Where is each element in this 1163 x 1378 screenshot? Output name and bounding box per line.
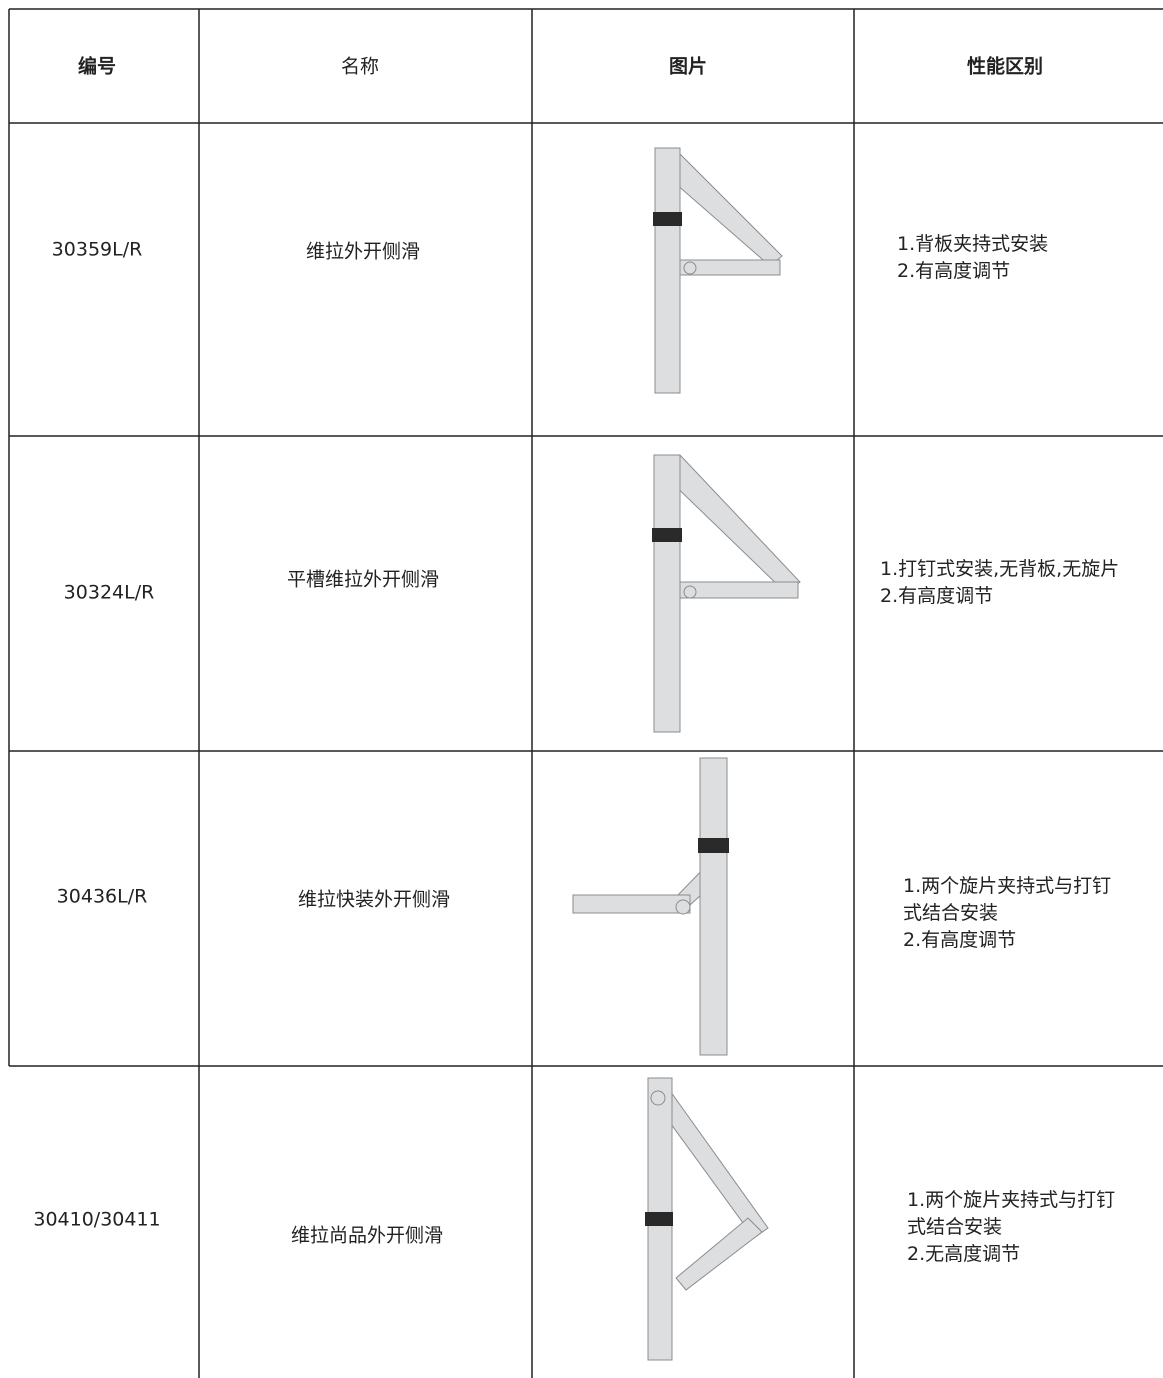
feature-line: 2.有高度调节 — [903, 929, 1017, 951]
product-name: 维拉外开侧滑 — [305, 240, 421, 263]
feature-line: 2.有高度调节 — [897, 260, 1011, 282]
feature-line: 2.无高度调节 — [907, 1243, 1021, 1265]
feature-line: 式结合安装 — [907, 1216, 1003, 1238]
product-name: 平槽维拉外开侧滑 — [286, 568, 440, 591]
product-code: 30359L/R — [51, 238, 143, 261]
feature-line: 式结合安装 — [903, 902, 999, 924]
table-grid — [8, 8, 1163, 1378]
feature-line: 1.背板夹持式安装 — [897, 233, 1049, 255]
feature-line: 1.两个旋片夹持式与打钉 — [907, 1189, 1116, 1211]
feature-line: 1.打钉式安装,无背板,无旋片 — [880, 558, 1120, 580]
header-cell: 图片 — [668, 55, 708, 78]
product-name: 维拉快装外开侧滑 — [297, 888, 451, 911]
product-code: 30410/30411 — [33, 1208, 161, 1231]
feature-line: 2.有高度调节 — [880, 585, 994, 607]
header-cell: 编号 — [77, 55, 117, 78]
header-cell: 性能区别 — [966, 55, 1044, 78]
feature-line: 1.两个旋片夹持式与打钉 — [903, 875, 1112, 897]
header-cell: 名称 — [340, 55, 380, 78]
hinge-images — [572, 147, 801, 1361]
product-name: 维拉尚品外开侧滑 — [290, 1224, 444, 1247]
product-code: 30436L/R — [56, 885, 148, 908]
product-code: 30324L/R — [63, 581, 155, 604]
